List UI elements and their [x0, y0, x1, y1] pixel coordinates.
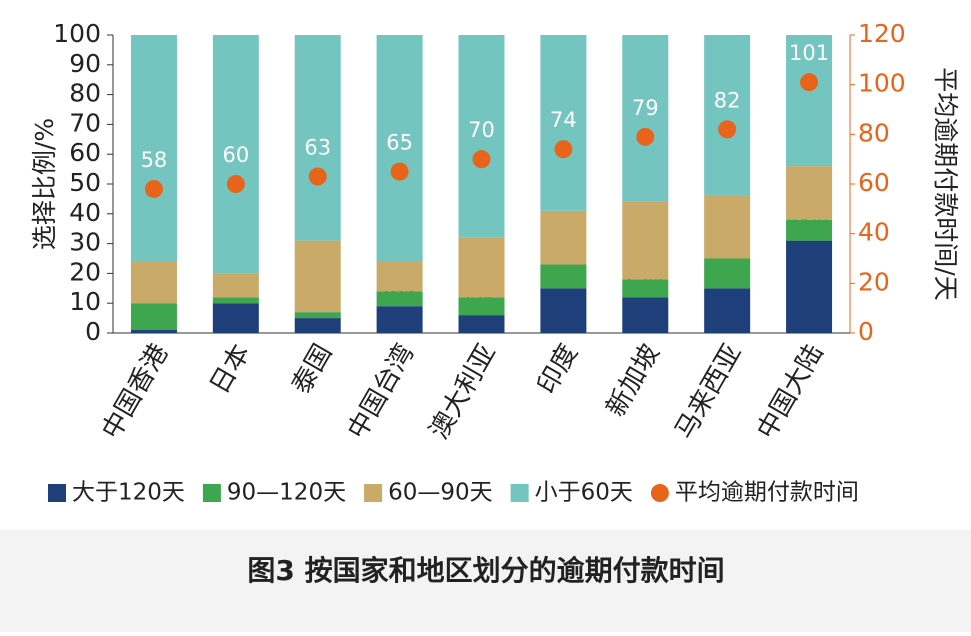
- caption-band: [0, 530, 971, 632]
- x-tick-label: 澳大利亚: [424, 339, 502, 444]
- point: [472, 150, 491, 169]
- bar-segment: [540, 288, 587, 333]
- legend-label: 90—120天: [227, 480, 346, 506]
- bar-segment: [130, 303, 177, 331]
- point: [800, 73, 819, 92]
- bar-segment: [704, 195, 751, 259]
- chart-title: 图3 按国家和地区划分的逾期付款时间: [247, 554, 724, 587]
- point-label: 82: [714, 88, 741, 112]
- bar-segment: [212, 297, 259, 304]
- legend-label: 小于60天: [535, 480, 633, 506]
- legend-label: 60—90天: [388, 480, 493, 506]
- bar-segment: [704, 288, 751, 333]
- point: [144, 179, 163, 198]
- y2-tick-label: 100: [858, 69, 906, 98]
- point: [554, 140, 573, 159]
- point-label: 58: [141, 148, 168, 172]
- legend-marker: [510, 484, 529, 502]
- bar-segment: [786, 240, 833, 333]
- bar-segment: [458, 35, 505, 238]
- bar-segment: [212, 35, 259, 274]
- bar-segment: [540, 264, 587, 289]
- point-label: 79: [632, 96, 659, 120]
- bar-segment: [458, 315, 505, 333]
- y2-tick-label: 60: [858, 168, 890, 197]
- y-tick-label: 60: [69, 138, 101, 167]
- point: [718, 120, 737, 139]
- point-label: 60: [222, 143, 249, 167]
- bar-segment: [130, 330, 177, 333]
- y-tick-label: 50: [69, 168, 101, 197]
- bar-segment: [458, 237, 505, 298]
- x-tick-label: 新加坡: [601, 339, 666, 422]
- y-tick-label: 40: [69, 198, 101, 227]
- bar-segment: [704, 35, 751, 196]
- bar-segment: [130, 261, 177, 304]
- point-label: 101: [789, 41, 829, 65]
- point: [308, 167, 327, 186]
- y-tick-label: 80: [69, 79, 101, 108]
- bar-segment: [294, 240, 341, 313]
- bar-segment: [130, 35, 177, 262]
- x-tick-label: 马来西亚: [670, 339, 748, 444]
- x-tick-label: 中国大陆: [752, 339, 830, 444]
- y2-tick-label: 80: [858, 118, 890, 147]
- y2-tick-label: 40: [858, 218, 890, 247]
- bar-segment: [540, 210, 587, 265]
- bar-segment: [540, 35, 587, 211]
- y-tick-label: 0: [85, 317, 101, 346]
- bar-segment: [622, 279, 669, 298]
- bar-segment: [294, 312, 341, 319]
- y2-tick-label: 20: [858, 267, 890, 296]
- y-tick-label: 90: [69, 49, 101, 78]
- x-tick-label: 日本: [204, 339, 256, 399]
- point: [636, 127, 655, 146]
- x-tick-label: 泰国: [286, 339, 338, 399]
- point: [226, 175, 245, 193]
- point-label: 70: [468, 118, 495, 142]
- point-label: 63: [304, 136, 331, 160]
- point: [390, 162, 409, 181]
- y-tick-label: 20: [69, 257, 101, 286]
- bar-segment: [376, 261, 423, 292]
- bar-segment: [458, 297, 505, 316]
- legend-marker: [202, 484, 221, 502]
- bar-segment: [294, 318, 341, 333]
- bar-segment: [622, 201, 669, 280]
- bar-segment: [376, 306, 423, 333]
- y-tick-label: 100: [53, 19, 101, 48]
- y-axis-title: 选择比例/%: [30, 118, 59, 250]
- bar-segment: [786, 166, 833, 220]
- y2-tick-label: 0: [858, 317, 874, 346]
- legend-marker: [650, 484, 669, 502]
- legend-marker: [364, 484, 383, 502]
- bar-segment: [786, 35, 833, 167]
- y-tick-label: 10: [69, 287, 101, 316]
- y2-tick-label: 120: [858, 19, 906, 48]
- x-tick-label: 中国台湾: [342, 339, 420, 444]
- x-tick-label: 印度: [532, 339, 584, 399]
- bar-segment: [212, 273, 259, 298]
- bar-segment: [786, 219, 833, 241]
- bar-segment: [376, 35, 423, 262]
- bar-segment: [376, 291, 423, 307]
- y-tick-label: 70: [69, 108, 101, 137]
- bar-segment: [622, 35, 669, 202]
- bar-segment: [622, 297, 669, 333]
- legend-marker: [48, 484, 66, 502]
- legend-label: 平均逾期付款时间: [675, 480, 859, 506]
- point-label: 74: [550, 108, 577, 132]
- bar-segment: [294, 35, 341, 241]
- x-tick-label: 中国香港: [97, 339, 175, 444]
- y2-axis-title: 平均逾期付款时间/天: [931, 67, 960, 300]
- bar-segment: [704, 258, 751, 289]
- point-label: 65: [386, 131, 413, 155]
- y-tick-label: 30: [69, 228, 101, 257]
- bar-segment: [212, 303, 259, 333]
- legend-label: 大于120天: [72, 480, 185, 506]
